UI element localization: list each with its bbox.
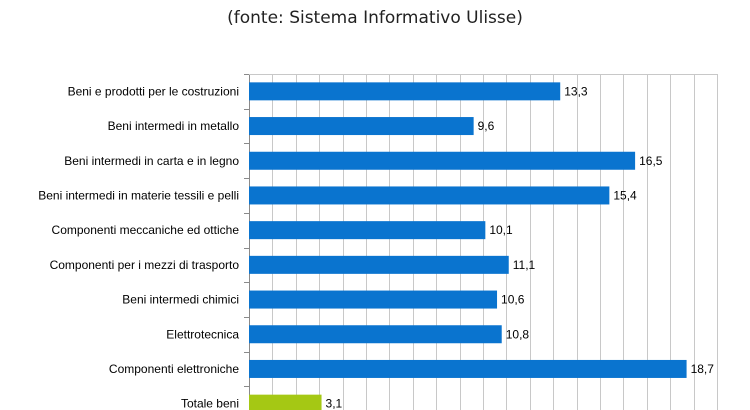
chart-title: (fonte: Sistema Informativo Ulisse) — [227, 8, 523, 28]
data-label: 18,7 — [691, 362, 715, 376]
category-label: Componenti meccaniche ed ottiche — [52, 223, 240, 237]
bar — [249, 325, 502, 344]
category-label: Beni intermedi in carta e in legno — [64, 154, 239, 168]
category-label: Beni intermedi in metallo — [108, 119, 240, 133]
category-label: Beni intermedi in materie tessili e pell… — [38, 188, 239, 202]
data-label: 10,1 — [489, 223, 513, 237]
data-label: 16,5 — [639, 154, 663, 168]
bar — [249, 359, 687, 378]
data-label: 9,6 — [478, 119, 495, 133]
category-label: Beni e prodotti per le costruzioni — [68, 84, 239, 98]
bar — [249, 151, 636, 170]
bar — [249, 290, 498, 309]
bar — [249, 117, 474, 136]
bar — [249, 82, 561, 101]
category-label: Elettrotecnica — [166, 327, 239, 341]
bar — [249, 221, 486, 240]
data-label: 10,6 — [501, 293, 525, 307]
bar — [249, 255, 509, 274]
data-label: 11,1 — [513, 258, 536, 272]
bar — [249, 186, 610, 205]
data-label: 3,1 — [326, 397, 343, 410]
data-label: 10,8 — [506, 327, 530, 341]
category-label: Beni intermedi chimici — [122, 293, 239, 307]
data-label: 15,4 — [613, 188, 637, 202]
category-label: Totale beni — [181, 397, 239, 410]
bar — [249, 394, 322, 410]
data-label: 13,3 — [564, 84, 588, 98]
category-label: Componenti per i mezzi di trasporto — [50, 258, 240, 272]
category-label: Componenti elettroniche — [109, 362, 239, 376]
